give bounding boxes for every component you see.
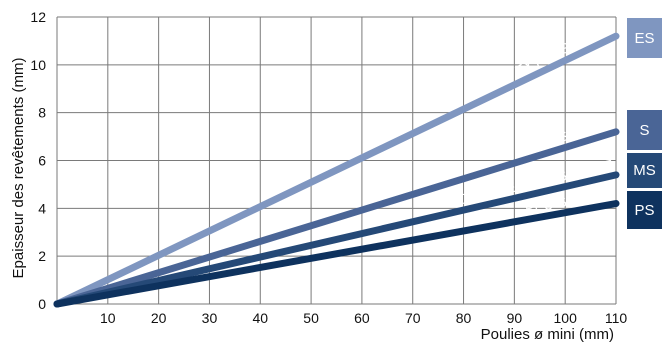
x-axis-title: Poulies ø mini (mm) (481, 326, 614, 343)
legend-badge: ES (627, 18, 662, 58)
series-line (53, 171, 620, 308)
y-tick-label: 8 (38, 105, 46, 121)
x-tick-label: 110 (605, 310, 628, 326)
x-tick-label: 80 (456, 310, 472, 326)
x-tick-label: 50 (303, 310, 319, 326)
legend-badge: S (627, 110, 662, 150)
series-line (53, 200, 620, 308)
series-label: EXTRA SOUPLE (512, 18, 615, 78)
x-tick-label: 60 (354, 310, 370, 326)
x-tick-label: 40 (252, 310, 268, 326)
y-tick-label: 6 (38, 153, 46, 169)
x-tick-label: 20 (151, 310, 167, 326)
series-lines (53, 32, 620, 308)
x-tick-label: 30 (202, 310, 218, 326)
y-tick-label: 2 (38, 248, 46, 264)
x-tick-label: 100 (554, 310, 578, 326)
y-tick-label: 0 (38, 296, 46, 312)
legend-badge: PS (627, 191, 662, 229)
series-line (53, 32, 620, 308)
y-tick-label: 10 (30, 57, 46, 73)
x-tick-label: 10 (100, 310, 116, 326)
y-tick-label: 4 (38, 200, 46, 216)
legend-badge: MS (627, 153, 662, 188)
tick-labels: 10 20 30 40 50 60 70 80 90 100 110 0 2 4 6 8 10 12 (30, 9, 627, 326)
series-line (53, 128, 620, 308)
x-tick-label: 90 (507, 310, 523, 326)
y-tick-label: 12 (30, 9, 46, 25)
x-tick-label: 70 (405, 310, 421, 326)
y-axis-title: Epaisseur des revêtements (mm) (10, 58, 27, 279)
